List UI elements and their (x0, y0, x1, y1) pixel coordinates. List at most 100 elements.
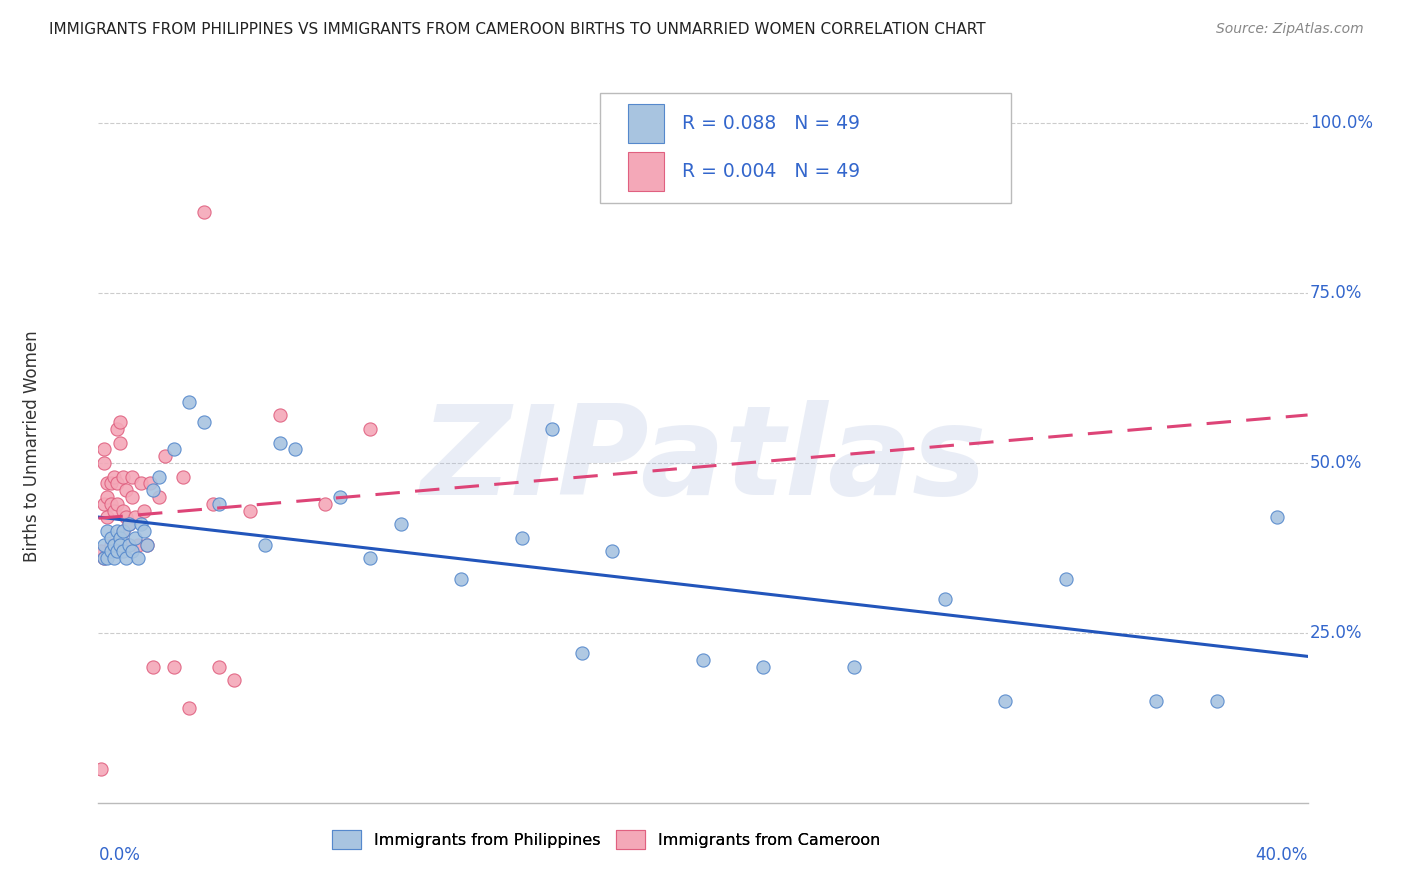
Point (114, 551, 136, 566)
Point (93, 456, 115, 470)
Point (103, 469, 125, 483)
Point (1054, 572, 1077, 586)
Point (118, 537, 141, 551)
Point (208, 497, 231, 511)
Point (179, 700, 201, 714)
Point (105, 476, 128, 491)
Point (139, 476, 162, 491)
Text: IMMIGRANTS FROM PHILIPPINES VS IMMIGRANTS FROM CAMEROON BIRTHS TO UNMARRIED WOME: IMMIGRANTS FROM PHILIPPINES VS IMMIGRANT… (49, 22, 986, 37)
Point (105, 497, 128, 511)
FancyBboxPatch shape (628, 152, 664, 191)
Point (105, 524, 128, 538)
Text: 100.0%: 100.0% (1310, 114, 1374, 132)
Point (1267, 510, 1289, 524)
Point (1206, 694, 1229, 708)
Point (179, 394, 201, 409)
Point (202, 497, 225, 511)
Point (129, 476, 152, 491)
Text: 25.0%: 25.0% (1310, 624, 1362, 642)
Point (96, 510, 118, 524)
Point (269, 409, 291, 423)
Point (100, 544, 122, 558)
Point (132, 524, 155, 538)
Point (100, 497, 122, 511)
Point (108, 531, 131, 545)
Point (193, 204, 215, 219)
Text: Births to Unmarried Women: Births to Unmarried Women (22, 330, 41, 562)
Point (103, 551, 125, 566)
Text: Source: ZipAtlas.com: Source: ZipAtlas.com (1216, 22, 1364, 37)
Point (96, 476, 118, 491)
Text: 50.0%: 50.0% (1310, 454, 1362, 472)
Point (360, 422, 382, 436)
Point (100, 531, 122, 545)
Point (90, 762, 112, 776)
Point (360, 551, 382, 566)
Point (571, 646, 593, 660)
Point (314, 497, 336, 511)
Point (93, 442, 115, 457)
Point (510, 531, 533, 545)
Point (100, 537, 122, 551)
Point (329, 490, 352, 504)
Text: 75.0%: 75.0% (1310, 284, 1362, 302)
Point (105, 422, 128, 436)
Point (111, 524, 134, 538)
Point (224, 673, 246, 688)
Point (124, 510, 146, 524)
Point (934, 591, 956, 606)
Text: 40.0%: 40.0% (1256, 846, 1308, 863)
Point (142, 483, 165, 498)
Point (253, 537, 276, 551)
Text: R = 0.088   N = 49: R = 0.088 N = 49 (682, 114, 860, 133)
Point (118, 537, 141, 551)
Point (163, 660, 186, 674)
Point (103, 537, 125, 551)
Point (108, 415, 131, 429)
FancyBboxPatch shape (600, 93, 1011, 203)
Legend: Immigrants from Philippines, Immigrants from Cameroon: Immigrants from Philippines, Immigrants … (326, 823, 887, 855)
Text: R = 0.004   N = 49: R = 0.004 N = 49 (682, 161, 860, 181)
Point (90, 544, 112, 558)
Point (1144, 694, 1167, 708)
Point (193, 415, 215, 429)
Point (93, 537, 115, 551)
Point (148, 469, 170, 483)
Point (93, 551, 115, 566)
Point (994, 694, 1017, 708)
Point (105, 544, 128, 558)
Point (96, 524, 118, 538)
Point (135, 537, 157, 551)
Point (111, 524, 134, 538)
Point (127, 537, 149, 551)
Point (844, 660, 866, 674)
Point (111, 503, 134, 517)
Point (121, 544, 143, 558)
Text: ZIPatlas: ZIPatlas (420, 400, 986, 521)
FancyBboxPatch shape (628, 103, 664, 143)
Point (108, 435, 131, 450)
Point (153, 449, 176, 463)
Point (127, 551, 149, 566)
Point (540, 422, 562, 436)
Point (93, 497, 115, 511)
Point (148, 490, 170, 504)
Point (602, 544, 624, 558)
Point (389, 517, 412, 532)
Point (692, 653, 714, 667)
Point (132, 503, 155, 517)
Point (124, 531, 146, 545)
Point (752, 660, 775, 674)
Point (111, 544, 134, 558)
Point (142, 660, 165, 674)
Point (103, 503, 125, 517)
Point (239, 503, 262, 517)
Point (96, 490, 118, 504)
Point (129, 517, 152, 532)
Text: 0.0%: 0.0% (98, 846, 141, 863)
Point (284, 442, 307, 457)
Point (121, 469, 143, 483)
Point (269, 435, 291, 450)
Point (114, 483, 136, 498)
Point (163, 442, 186, 457)
